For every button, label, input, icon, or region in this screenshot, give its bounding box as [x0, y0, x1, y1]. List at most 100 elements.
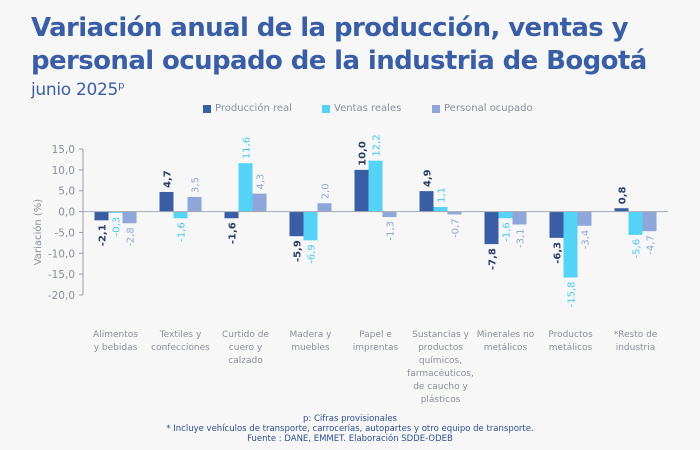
x-tick-label: Minerales no — [477, 330, 535, 340]
data-label: -7,8 — [488, 248, 499, 270]
data-label: -1,3 — [386, 221, 397, 241]
y-tick-label: -10,0 — [48, 248, 75, 260]
chart-footer: p: Cifras provisionales * Incluye vehícu… — [0, 414, 700, 444]
bar-ventas-reales — [238, 163, 253, 212]
bar-producción-real — [159, 191, 174, 212]
data-label: -4,7 — [646, 235, 657, 255]
bar-personal-ocupado — [252, 193, 267, 212]
bar-ventas-reales — [108, 211, 123, 213]
x-tick-label: Madera y — [290, 330, 333, 340]
legend: Producción real Ventas reales Personal o… — [0, 103, 700, 117]
bar-ventas-reales — [628, 211, 643, 235]
data-label: -0,3 — [112, 217, 123, 237]
y-tick-label: -5,0 — [55, 227, 76, 239]
data-label: -3,4 — [581, 230, 592, 250]
bar-personal-ocupado — [317, 203, 332, 212]
data-label: -6,9 — [307, 244, 318, 264]
bar-producción-real — [354, 169, 369, 212]
bar-producción-real — [484, 211, 499, 245]
x-tick-label: Textiles y — [159, 330, 202, 340]
chart-subtitle: junio 2025p — [31, 80, 124, 100]
legend-label-personal: Personal ocupado — [444, 103, 533, 114]
bar-producción-real — [224, 211, 239, 219]
data-label: -1,6 — [502, 222, 513, 242]
footer-source: Fuente : DANE, EMMET. Elaboración SDDE-O… — [247, 434, 453, 444]
x-tick-label: metálicos — [549, 343, 593, 353]
data-label: 12,2 — [372, 134, 383, 156]
bar-personal-ocupado — [122, 211, 137, 224]
legend-swatch-produccion — [203, 104, 211, 113]
x-tick-label: productos — [418, 343, 463, 353]
x-tick-label: y bebidas — [94, 343, 138, 353]
x-tick-label: Sustancias y — [412, 330, 469, 340]
data-label: 0,8 — [618, 186, 629, 204]
data-label: 11,6 — [242, 137, 253, 159]
bar-producción-real — [419, 191, 434, 212]
y-axis-title: Variación (%) — [32, 199, 44, 266]
bar-ventas-reales — [498, 211, 513, 219]
data-label: -0,7 — [451, 218, 462, 238]
data-label: -2,8 — [126, 227, 137, 247]
x-tick-label: *Resto de — [614, 330, 658, 340]
data-label: -6,3 — [553, 242, 564, 264]
bar-personal-ocupado — [447, 211, 462, 215]
bar-producción-real — [549, 211, 564, 238]
data-label: 2,0 — [321, 183, 332, 199]
x-tick-label: industria — [616, 343, 656, 353]
data-label: -1,6 — [177, 222, 188, 242]
data-label: 4,9 — [423, 169, 434, 187]
data-label: 4,3 — [256, 174, 267, 190]
x-tick-label: plásticos — [421, 395, 461, 405]
data-label: -3,1 — [516, 229, 527, 249]
bar-ventas-reales — [173, 211, 188, 219]
bar-personal-ocupado — [577, 211, 592, 226]
subtitle-text: junio 2025 — [31, 80, 119, 100]
y-tick-label: 5,0 — [58, 186, 75, 198]
bar-producción-real — [94, 211, 109, 221]
bar-ventas-reales — [368, 160, 383, 212]
x-tick-label: metálicos — [484, 343, 528, 353]
x-tick-label: farmacéuticos, — [407, 368, 474, 379]
x-tick-label: confecciones — [151, 343, 210, 353]
x-tick-label: cuero y — [229, 343, 263, 353]
bar-personal-ocupado — [512, 211, 527, 225]
bar-ventas-reales — [303, 211, 318, 241]
provisional-mark: p — [118, 80, 125, 92]
legend-item-produccion: Producción real — [203, 103, 292, 114]
x-tick-label: calzado — [228, 356, 263, 366]
legend-item-personal: Personal ocupado — [432, 103, 533, 114]
bar-ventas-reales — [563, 211, 578, 278]
data-label: 4,7 — [163, 170, 174, 188]
legend-swatch-ventas — [322, 104, 330, 113]
data-label: -1,6 — [228, 222, 239, 244]
legend-swatch-personal — [432, 104, 440, 113]
data-label: 1,1 — [437, 187, 448, 203]
bar-personal-ocupado — [382, 211, 397, 217]
y-tick-label: 0,0 — [58, 207, 75, 219]
data-label: 10,0 — [358, 141, 369, 166]
bar-producción-real — [289, 211, 304, 237]
y-tick-label: 15,0 — [52, 144, 75, 156]
data-label: -5,9 — [293, 240, 304, 262]
footer-provisional-note: p: Cifras provisionales — [303, 414, 397, 424]
data-label: -2,1 — [98, 224, 109, 246]
y-tick-label: -20,0 — [48, 290, 75, 302]
y-tick-label: 10,0 — [52, 165, 75, 177]
x-tick-label: Curtido de — [222, 330, 270, 340]
x-tick-label: Alimentos — [93, 330, 138, 340]
legend-item-ventas: Ventas reales — [322, 103, 401, 114]
footer-resto-note: * Incluye vehículos de transporte, carro… — [166, 424, 534, 434]
x-tick-label: de caucho y — [413, 382, 468, 392]
data-label: 3,5 — [191, 177, 202, 193]
x-tick-label: químicos, — [419, 356, 462, 366]
legend-label-produccion: Producción real — [215, 103, 292, 114]
legend-label-ventas: Ventas reales — [334, 103, 402, 114]
bar-personal-ocupado — [187, 196, 202, 212]
x-tick-label: Productos — [548, 330, 593, 340]
y-tick-label: -15,0 — [48, 269, 75, 281]
bar-ventas-reales — [433, 206, 448, 212]
chart-title: Variación anual de la producción, ventas… — [31, 13, 647, 76]
bar-personal-ocupado — [642, 211, 657, 232]
bar-producción-real — [614, 208, 629, 212]
